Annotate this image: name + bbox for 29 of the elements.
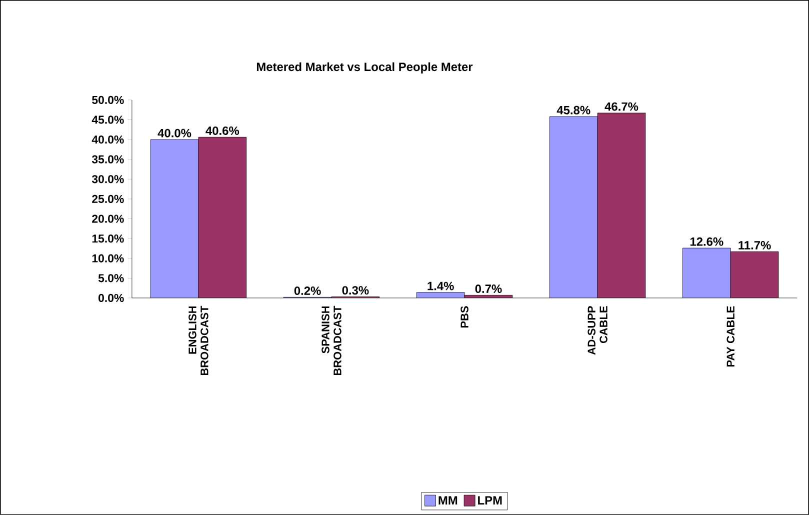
y-tick-label: 45.0% [92, 116, 124, 124]
data-label: 0.3% [342, 286, 369, 295]
y-tick-label: 0.0% [98, 294, 124, 302]
data-label: 0.7% [475, 284, 502, 294]
y-tick-label: 40.0% [92, 136, 124, 144]
x-tick-label: AD-SUPP CABLE [588, 306, 608, 355]
x-tick-label: PAY CABLE [726, 306, 734, 367]
data-label: 12.6% [690, 237, 724, 246]
data-label: 40.6% [206, 126, 240, 135]
y-tick-label: 5.0% [98, 274, 124, 282]
y-tick-label: 35.0% [92, 155, 124, 164]
y-tick-label: 25.0% [92, 194, 124, 204]
y-tick-label: 10.0% [92, 254, 124, 262]
chart-title: Metered Market vs Local People Meter [256, 62, 473, 74]
data-label: 46.7% [604, 102, 638, 111]
y-tick-label: 50.0% [92, 96, 124, 104]
x-tick-label: PBS [460, 306, 468, 328]
data-label: 0.2% [294, 286, 321, 295]
data-label: 45.8% [556, 106, 590, 114]
data-label: 11.7% [738, 241, 771, 250]
legend-label: LPM [478, 496, 502, 504]
y-tick-label: 30.0% [92, 175, 124, 184]
x-tick-label: SPANISH BROADCAST [322, 306, 342, 376]
y-tick-label: 15.0% [92, 234, 124, 243]
x-tick-label: ENGLISH BROADCAST [188, 306, 208, 376]
data-label: 1.4% [428, 282, 454, 290]
y-tick-label: 20.0% [92, 214, 124, 223]
data-label: 40.0% [158, 128, 192, 138]
legend-label: MM [438, 496, 458, 504]
